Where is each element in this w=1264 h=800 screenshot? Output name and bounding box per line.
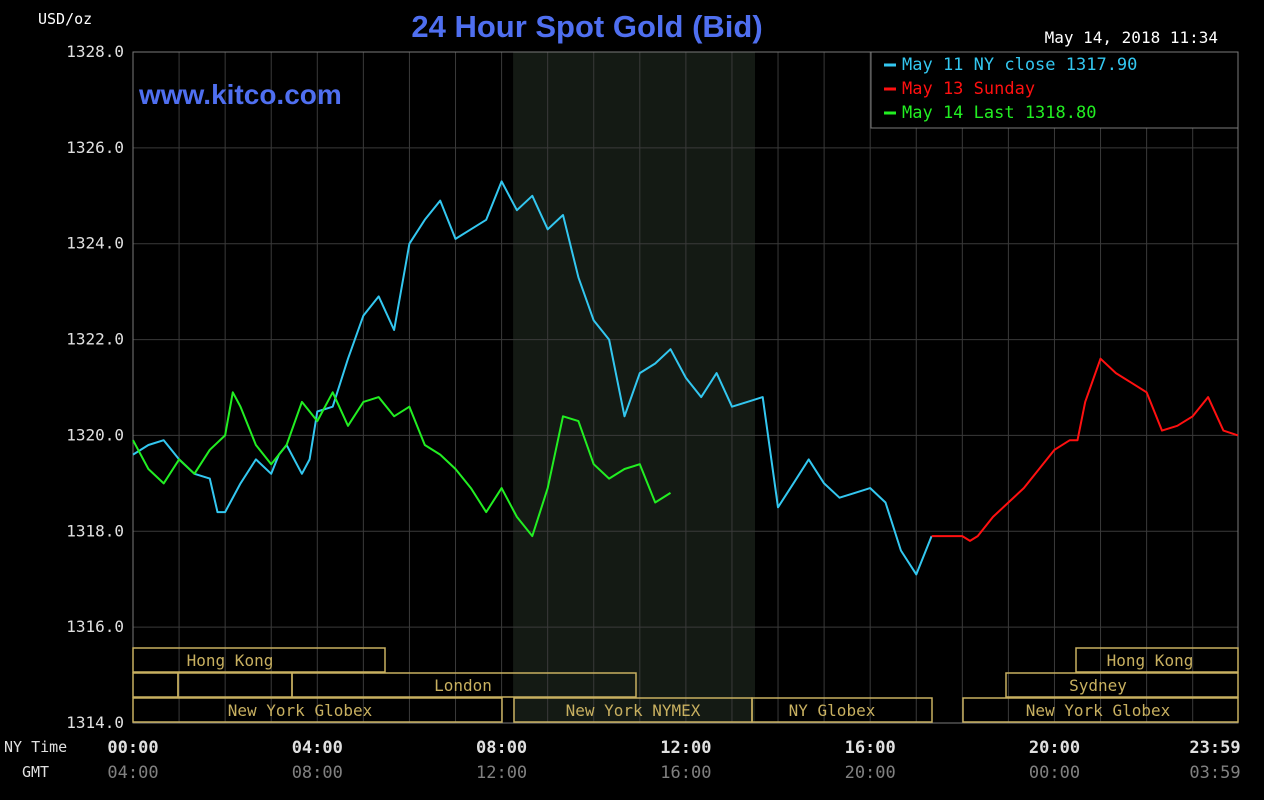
series-lines	[132, 180, 1239, 576]
legend-entry: May 11 NY close 1317.90	[902, 55, 1137, 75]
x-tick-label-ny: 20:00	[1029, 738, 1080, 758]
x-tick-label-ny: 23:59	[1189, 738, 1240, 758]
x-tick-label-ny: 12:00	[660, 738, 711, 758]
legend-box	[870, 51, 1239, 129]
axes: 1314.0 1316.0 1318.0 1320.0 1322.0 1324.0 1326…	[4, 42, 1241, 783]
x-tick-label-gmt: 03:59	[1189, 763, 1240, 783]
market-box	[177, 672, 293, 698]
legend: May 11 NY close 1317.90 May 13 Sunday May …	[870, 51, 1239, 129]
y-tick-label: 1320.0	[66, 425, 124, 444]
x-tick-label-ny: 16:00	[845, 738, 896, 758]
market-label: New York Globex	[1026, 701, 1171, 720]
market-label: Hong Kong	[187, 651, 274, 670]
x-tick-label-gmt: 04:00	[107, 763, 158, 783]
series-line	[132, 180, 933, 576]
market-label: New York Globex	[228, 701, 373, 720]
series-line	[132, 391, 672, 538]
y-tick-label: 1314.0	[66, 713, 124, 732]
y-tick-label: 1322.0	[66, 330, 124, 349]
chart-title: 24 Hour Spot Gold (Bid)	[411, 9, 762, 44]
market-box	[1075, 647, 1239, 673]
y-tick-label: 1324.0	[66, 234, 124, 253]
y-tick-label: 1316.0	[66, 617, 124, 636]
market-label: Sydney	[1069, 676, 1127, 695]
watermark: www.kitco.com	[138, 79, 342, 110]
grid	[132, 51, 1239, 724]
market-sessions: Hong Kong London New York Globex New York N…	[132, 647, 1239, 723]
market-box	[1005, 672, 1239, 698]
x-tick-label-gmt: 12:00	[476, 763, 527, 783]
market-box	[291, 672, 637, 698]
y-tick-label: 1328.0	[66, 42, 124, 61]
plot-frame	[132, 51, 1239, 724]
market-box	[132, 672, 179, 698]
y-unit-label: USD/oz	[38, 10, 92, 28]
market-box	[962, 697, 1239, 723]
gmt-label: GMT	[22, 763, 49, 781]
x-tick-label-gmt: 20:00	[845, 763, 896, 783]
market-box	[132, 697, 503, 723]
market-box	[751, 697, 933, 723]
market-label: NY Globex	[789, 701, 876, 720]
legend-entry: May 13 Sunday	[902, 79, 1035, 99]
series-line	[931, 357, 1239, 542]
market-box	[132, 647, 386, 673]
y-tick-label: 1318.0	[66, 521, 124, 540]
legend-entry: May 14 Last 1318.80	[902, 103, 1096, 123]
x-tick-label-gmt: 08:00	[292, 763, 343, 783]
market-label: London	[434, 676, 492, 695]
y-tick-label: 1326.0	[66, 138, 124, 157]
market-label: New York NYMEX	[566, 701, 701, 720]
timestamp: May 14, 2018 11:34	[1045, 28, 1218, 47]
x-tick-label-ny: 04:00	[292, 738, 343, 758]
x-tick-label-gmt: 00:00	[1029, 763, 1080, 783]
x-tick-label-ny: 00:00	[107, 738, 158, 758]
market-label: Hong Kong	[1107, 651, 1194, 670]
x-tick-label-gmt: 16:00	[660, 763, 711, 783]
x-tick-label-ny: 08:00	[476, 738, 527, 758]
ny-time-label: NY Time	[4, 738, 67, 756]
